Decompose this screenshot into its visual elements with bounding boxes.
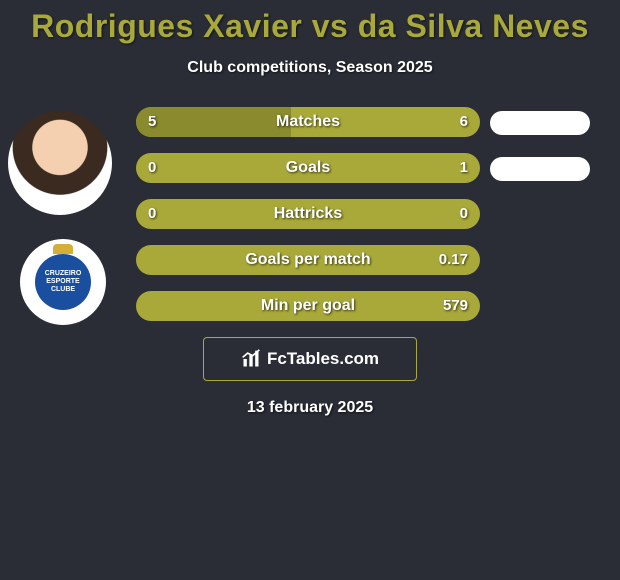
brand-box: FcTables.com bbox=[203, 337, 417, 381]
comparison-content: CRUZEIRO ESPORTE CLUBE Matches56Goals01H… bbox=[0, 107, 620, 321]
stat-pill bbox=[490, 111, 590, 135]
stat-value-right: 6 bbox=[460, 107, 468, 137]
stat-bar: Goals per match0.17 bbox=[136, 245, 480, 275]
stat-value-right: 579 bbox=[443, 291, 468, 321]
stat-bars: Matches56Goals01Hattricks00Goals per mat… bbox=[136, 107, 480, 321]
stat-value-left: 0 bbox=[148, 199, 156, 229]
club-crest-icon: CRUZEIRO ESPORTE CLUBE bbox=[35, 254, 91, 310]
player-left-avatar bbox=[8, 111, 112, 215]
stat-label: Goals bbox=[136, 153, 480, 183]
stat-value-right: 0.17 bbox=[439, 245, 468, 275]
player-right-avatar: CRUZEIRO ESPORTE CLUBE bbox=[20, 239, 106, 325]
stat-bar: Hattricks0 0 bbox=[136, 199, 480, 229]
stat-bar: Matches5 6 bbox=[136, 107, 480, 137]
stat-label: Goals per match bbox=[136, 245, 480, 275]
stat-value-left: 0 bbox=[148, 153, 156, 183]
stat-value-right: 0 bbox=[460, 199, 468, 229]
page-subtitle: Club competitions, Season 2025 bbox=[0, 59, 620, 77]
stat-label: Min per goal bbox=[136, 291, 480, 321]
stat-label: Hattricks bbox=[136, 199, 480, 229]
stat-value-right: 1 bbox=[460, 153, 468, 183]
brand-text: FcTables.com bbox=[267, 349, 379, 369]
stat-bar: Min per goal579 bbox=[136, 291, 480, 321]
stat-label: Matches bbox=[136, 107, 480, 137]
stat-bar: Goals0 1 bbox=[136, 153, 480, 183]
stat-value-left: 5 bbox=[148, 107, 156, 137]
stat-pill bbox=[490, 157, 590, 181]
chart-icon bbox=[241, 349, 261, 369]
avatar-column: CRUZEIRO ESPORTE CLUBE bbox=[8, 107, 118, 325]
page-title: Rodrigues Xavier vs da Silva Neves bbox=[0, 0, 620, 45]
stat-pills bbox=[490, 107, 602, 203]
date-text: 13 february 2025 bbox=[0, 399, 620, 417]
